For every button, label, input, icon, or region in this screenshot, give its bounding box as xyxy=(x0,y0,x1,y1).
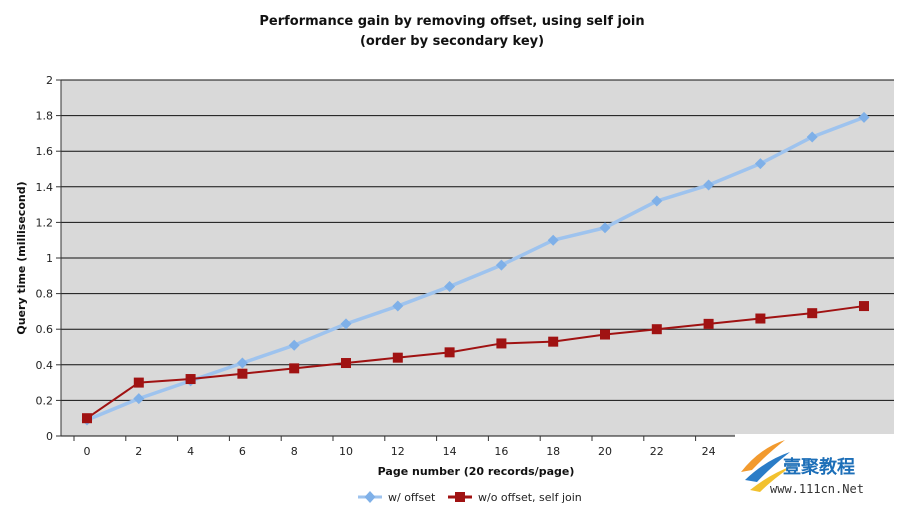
y-axis-ticks: 0 0.2 0.4 0.6 0.8 1 1.2 1.4 1.6 1.8 2 xyxy=(36,74,61,443)
point-w-offset-6 xyxy=(392,300,404,312)
y-tick-label-3: 0.6 xyxy=(36,323,54,336)
x-tick-label-6: 12 xyxy=(391,445,405,458)
y-tick-label-8: 1.6 xyxy=(36,145,54,158)
watermark-logo-swoosh-yellow xyxy=(750,466,792,492)
x-tick-label-5: 10 xyxy=(339,445,353,458)
point-w-offset-12 xyxy=(703,179,715,191)
y-tick-label-9: 1.8 xyxy=(36,110,54,123)
point-w-offset-1 xyxy=(133,393,145,405)
point-w-offset-9 xyxy=(547,234,559,246)
point-wo-offset-1 xyxy=(133,377,144,388)
point-w-offset-4 xyxy=(288,339,300,351)
x-tick-label-2: 4 xyxy=(187,445,194,458)
x-tick-label-0: 0 xyxy=(84,445,91,458)
point-wo-offset-13 xyxy=(755,313,766,324)
x-axis-ticks: 0 2 4 6 8 10 12 14 16 18 20 22 24 xyxy=(73,436,716,458)
x-axis-label: Page number (20 records/page) xyxy=(378,465,575,478)
y-tick-label-4: 0.8 xyxy=(36,288,54,301)
chart-title-line-1: Performance gain by removing offset, usi… xyxy=(259,14,644,29)
point-w-offset-10 xyxy=(599,222,611,234)
legend-label-w-offset: w/ offset xyxy=(388,491,436,504)
y-tick-label-5: 1 xyxy=(46,252,53,265)
x-tick-label-12: 24 xyxy=(702,445,716,458)
watermark-brand: 壹聚教程 xyxy=(783,456,855,478)
legend-label-wo-offset: w/o offset, self join xyxy=(478,491,582,504)
point-wo-offset-8 xyxy=(496,338,507,349)
point-w-offset-14 xyxy=(806,131,818,143)
y-tick-label-0: 0 xyxy=(46,430,53,443)
point-wo-offset-2 xyxy=(185,374,196,385)
y-tick-label-7: 1.4 xyxy=(36,181,54,194)
point-wo-offset-9 xyxy=(548,336,559,347)
y-tick-label-10: 2 xyxy=(46,74,53,87)
point-w-offset-8 xyxy=(495,259,507,271)
legend: w/ offset w/o offset, self join xyxy=(358,491,582,504)
point-wo-offset-11 xyxy=(651,324,662,335)
series-line-wo-offset xyxy=(86,305,865,420)
point-w-offset-5 xyxy=(340,318,352,330)
point-wo-offset-12 xyxy=(703,318,714,329)
legend-diamond-marker xyxy=(364,491,376,503)
watermark-logo-swoosh-orange xyxy=(741,440,785,472)
point-wo-offset-3 xyxy=(237,368,248,379)
gridlines xyxy=(60,79,894,437)
watermark: 壹聚教程 www.111cn.Net xyxy=(735,434,898,507)
point-w-offset-13 xyxy=(754,158,766,170)
series-line-w-offset xyxy=(86,115,865,422)
point-wo-offset-10 xyxy=(600,329,610,340)
watermark-logo-swoosh-blue xyxy=(745,452,790,482)
point-w-offset-7 xyxy=(444,280,456,292)
x-tick-label-1: 2 xyxy=(135,445,142,458)
point-w-offset-15 xyxy=(858,111,870,123)
x-tick-label-7: 14 xyxy=(443,445,457,458)
point-wo-offset-5 xyxy=(341,358,351,369)
point-wo-offset-14 xyxy=(807,308,818,319)
y-tick-label-2: 0.4 xyxy=(36,359,54,372)
point-wo-offset-7 xyxy=(444,347,455,358)
point-wo-offset-0 xyxy=(82,413,92,424)
y-axis-label: Query time (millisecond) xyxy=(15,181,28,334)
series-layer xyxy=(81,111,870,426)
point-wo-offset-6 xyxy=(392,352,403,363)
legend-square-marker xyxy=(455,492,465,502)
watermark-url: www.111cn.Net xyxy=(770,482,864,496)
x-tick-label-8: 16 xyxy=(494,445,508,458)
point-w-offset-11 xyxy=(651,195,663,207)
chart-title-line-2: (order by secondary key) xyxy=(360,34,544,49)
point-wo-offset-4 xyxy=(289,363,300,374)
x-tick-label-3: 6 xyxy=(239,445,246,458)
point-wo-offset-15 xyxy=(859,301,869,312)
x-tick-label-11: 22 xyxy=(650,445,664,458)
point-w-offset-3 xyxy=(236,357,248,369)
y-tick-label-6: 1.2 xyxy=(36,216,54,229)
y-tick-label-1: 0.2 xyxy=(36,394,54,407)
x-tick-label-9: 18 xyxy=(546,445,560,458)
x-tick-label-10: 20 xyxy=(598,445,612,458)
x-tick-label-4: 8 xyxy=(291,445,298,458)
